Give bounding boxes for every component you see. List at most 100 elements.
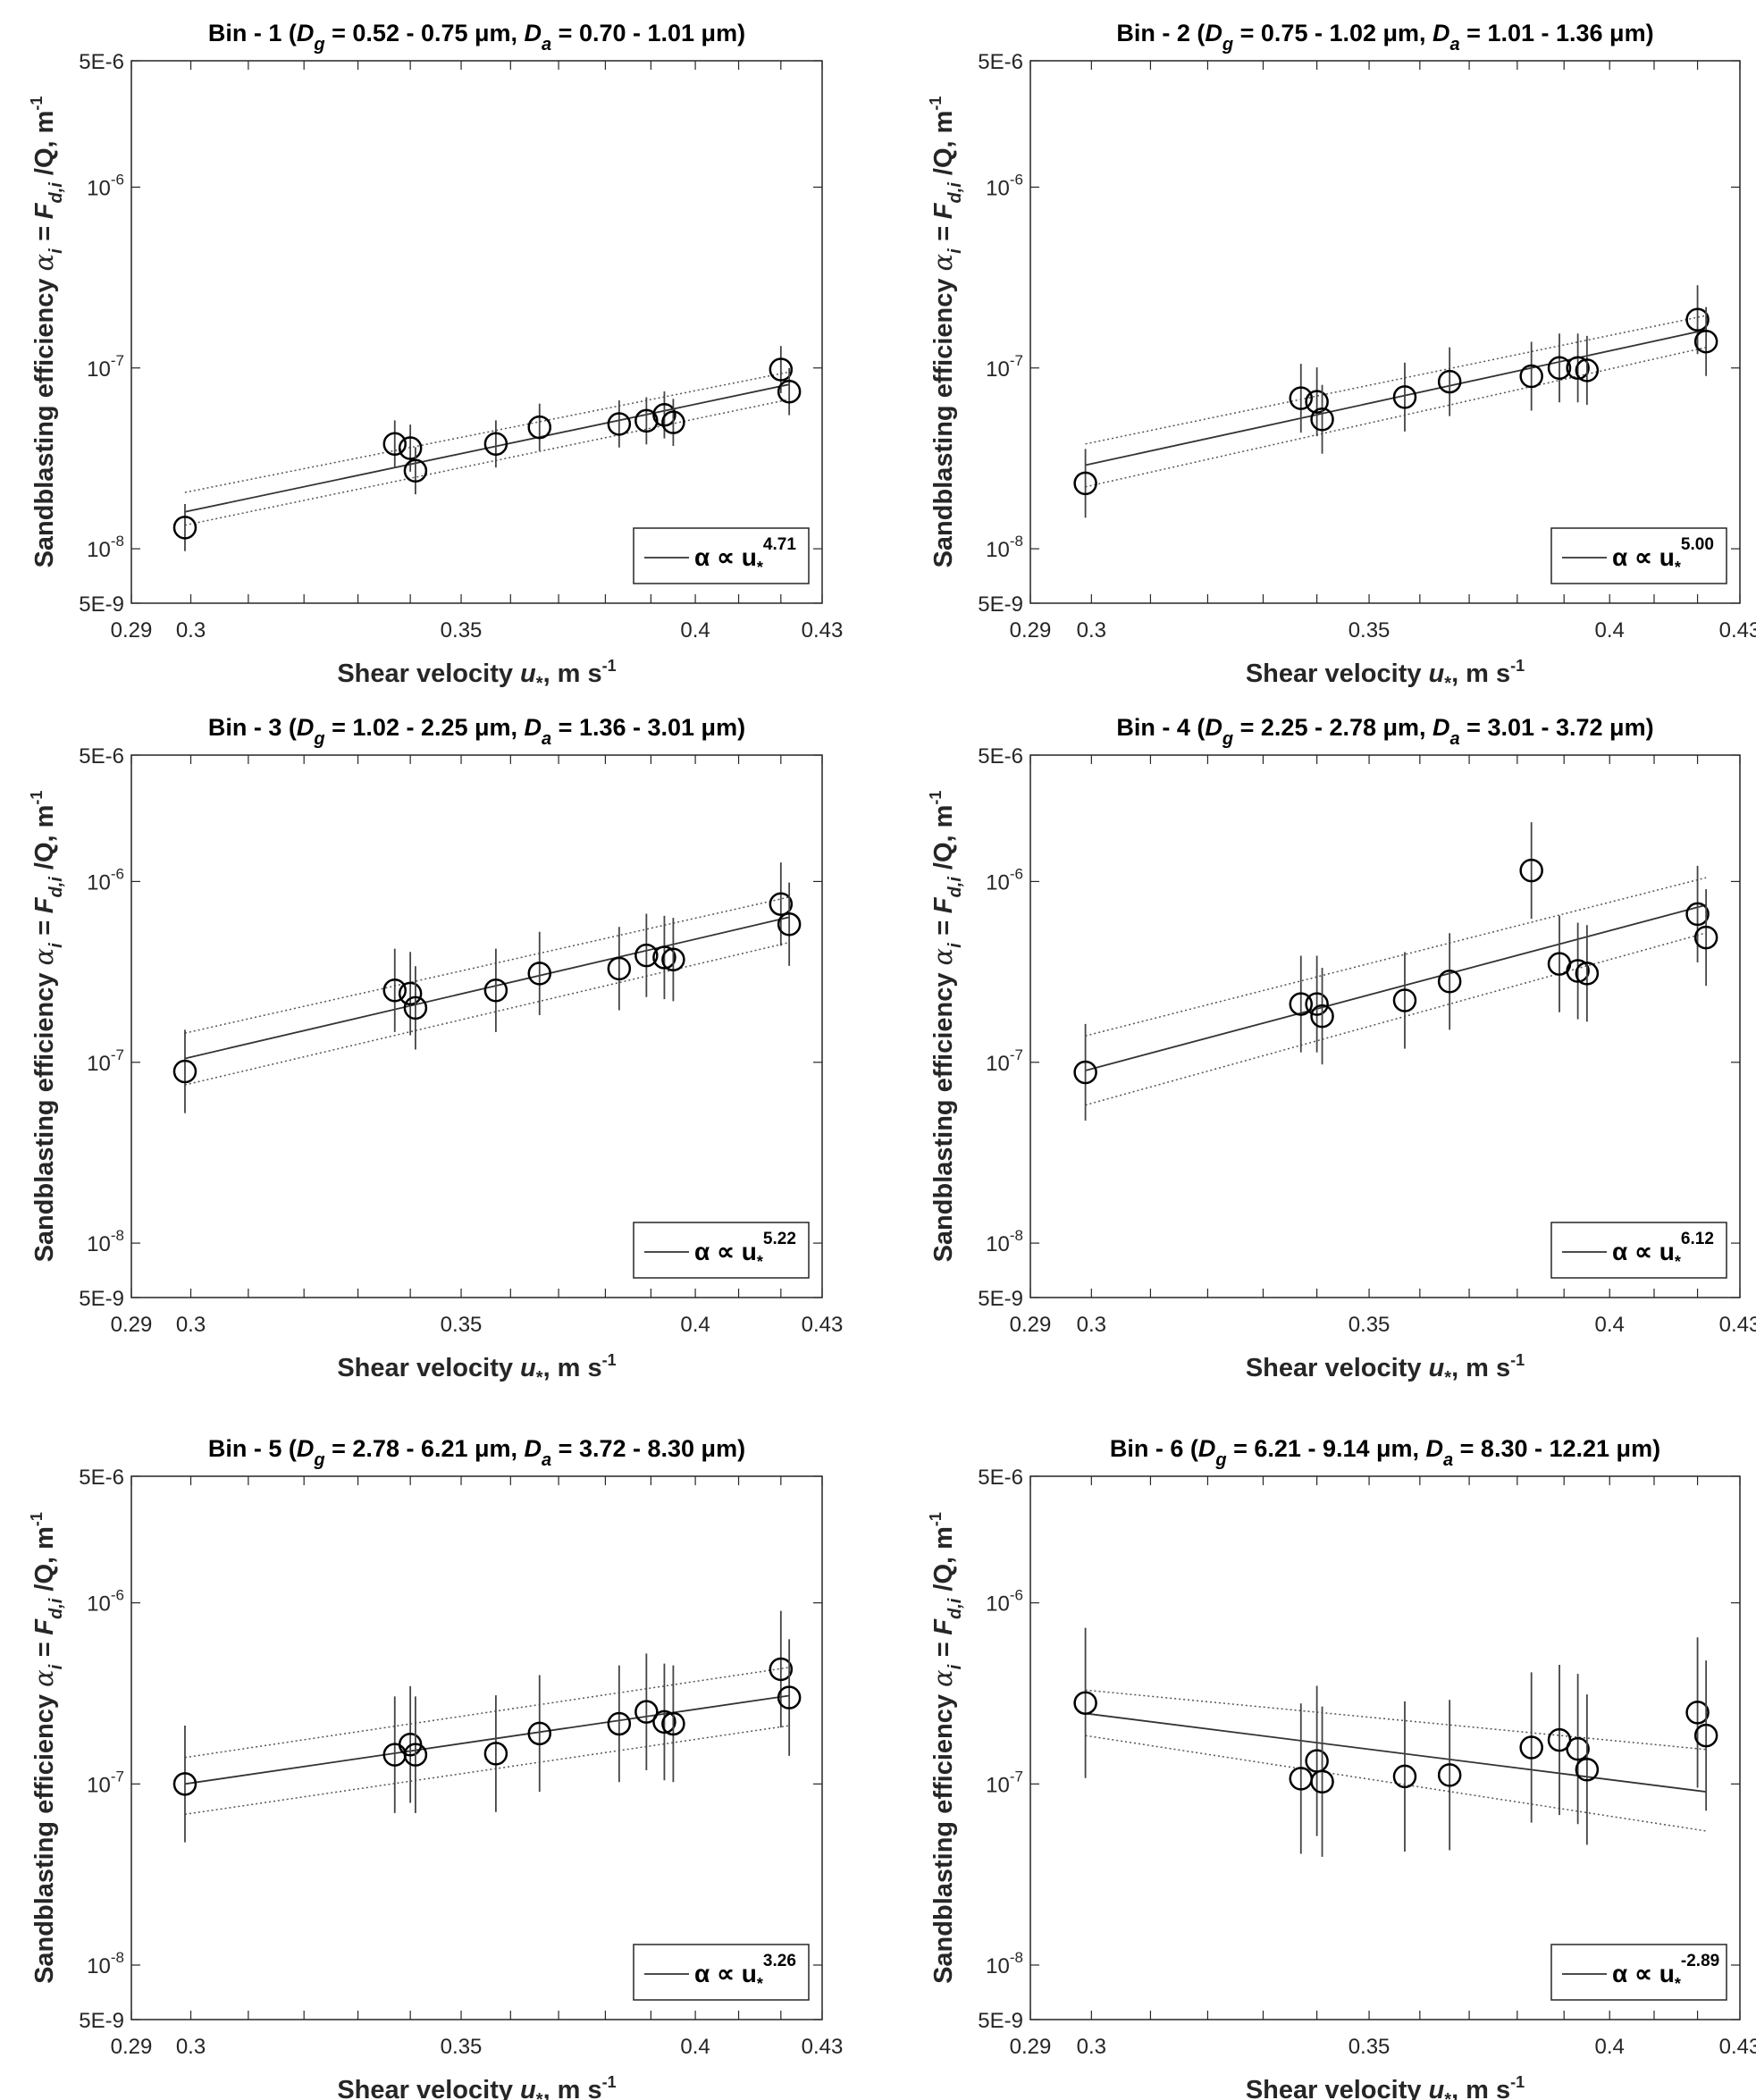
y-tick-label: 10-6 <box>87 865 124 895</box>
y-tick-exp: -8 <box>111 1949 124 1966</box>
y-tick-exp: -8 <box>1010 1227 1023 1244</box>
title-bin: Bin - 5 ( <box>208 1435 297 1462</box>
legend-text: α ∝ u <box>1612 543 1675 571</box>
x-tick-label: 0.4 <box>1595 618 1625 643</box>
x-label-text: Shear velocity <box>1246 659 1429 688</box>
y-label-eq: = F <box>929 202 958 248</box>
axes-box <box>1029 1475 1741 2020</box>
title-unit: μm) <box>702 1435 746 1462</box>
y-label-sub2: d,i <box>945 182 965 204</box>
title-bin: Bin - 6 ( <box>1110 1435 1198 1462</box>
chart-title: Bin - 2 (Dg = 0.75 - 1.02 μm, Da = 1.01 … <box>1116 20 1653 55</box>
y-tick-exp: -6 <box>1010 1587 1023 1604</box>
legend-sub: * <box>1675 559 1681 576</box>
fit-line <box>1085 903 1707 1071</box>
y-label-unit: /Q, m <box>929 111 958 183</box>
y-label-exp: -1 <box>28 97 46 111</box>
y-label-eq: = F <box>30 202 59 248</box>
x-tick-label: 0.35 <box>441 618 483 643</box>
y-tick-base: 10 <box>87 1592 111 1617</box>
y-tick-label: 10-7 <box>986 352 1023 382</box>
x-axis-label: Shear velocity u*, m s-1 <box>337 657 616 693</box>
title-da-symbol: D <box>1426 1435 1444 1462</box>
y-label-sub2: d,i <box>945 1598 965 1619</box>
data-point <box>1392 988 1417 1012</box>
title-da-symbol: D <box>525 1435 542 1462</box>
title-da-range: = 8.30 - 12.21 <box>1453 1435 1616 1462</box>
axes-box <box>1029 754 1741 1298</box>
legend-exponent: 4.71 <box>763 535 796 554</box>
title-dg-sub: g <box>1222 729 1233 749</box>
y-tick-base: 10 <box>87 1232 111 1256</box>
legend-text: α ∝ u <box>694 1960 757 1987</box>
data-point <box>1575 962 1600 986</box>
y-tick-label: 10-6 <box>87 1587 124 1617</box>
y-tick-label: 5E-6 <box>79 744 124 769</box>
data-point <box>1437 1763 1462 1787</box>
ci-lower-line <box>1085 346 1707 488</box>
axes-box <box>1029 60 1741 604</box>
x-axis-label: Shear velocity u*, m s-1 <box>1246 1351 1525 1388</box>
title-dg-range: = 2.78 - 6.21 <box>325 1435 475 1462</box>
x-tick-label: 0.35 <box>1349 1313 1391 1337</box>
data-point <box>634 1700 659 1724</box>
title-bin: Bin - 4 ( <box>1116 714 1205 741</box>
x-tick-label: 0.29 <box>1010 2035 1052 2059</box>
x-tick-label: 0.29 <box>111 618 153 643</box>
data-point <box>1392 385 1417 409</box>
x-tick-label: 0.35 <box>1349 2035 1391 2059</box>
legend-text: α ∝ u <box>1612 1960 1675 1987</box>
data-point <box>607 1711 632 1736</box>
x-label-symbol: u <box>1429 1354 1445 1382</box>
y-label-text: Sandblasting efficiency <box>30 271 59 567</box>
data-point <box>1685 1701 1710 1725</box>
data-point <box>1392 1764 1417 1789</box>
legend-exponent: -2.89 <box>1681 1952 1719 1970</box>
data-point <box>1547 356 1572 381</box>
y-tick-exp: -6 <box>1010 171 1023 188</box>
data-point <box>382 978 407 1003</box>
x-label-symbol: u <box>1429 659 1445 688</box>
y-tick-exp: -6 <box>111 171 124 188</box>
ci-lower-line <box>1085 932 1707 1106</box>
title-da-range: = 3.01 - 3.72 <box>1460 714 1609 741</box>
y-tick-exp: -7 <box>1010 1768 1023 1785</box>
data-point <box>1310 407 1334 432</box>
data-point <box>1685 902 1710 927</box>
title-dg-sub: g <box>313 1450 324 1470</box>
data-point <box>607 956 632 981</box>
y-label-exp: -1 <box>28 1512 46 1526</box>
x-label-unit: , m s <box>543 2076 602 2100</box>
title-da-sub: a <box>1450 729 1460 749</box>
y-tick-exp: -8 <box>1010 533 1023 550</box>
x-tick-label: 0.29 <box>111 1313 153 1337</box>
data-point <box>1519 858 1543 883</box>
legend-text: α ∝ u <box>694 543 757 571</box>
x-label-exp: -1 <box>1510 1351 1525 1369</box>
y-label-eq: = F <box>929 1618 958 1665</box>
subplot-bin-5: Bin - 5 (Dg = 2.78 - 6.21 μm, Da = 3.72 … <box>28 1435 843 2100</box>
y-label-symbol: α <box>928 254 958 272</box>
y-tick-base: 10 <box>986 870 1010 895</box>
y-tick-base: 10 <box>986 1954 1010 1978</box>
title-dg-sub: g <box>1214 1450 1226 1470</box>
data-point <box>1566 959 1590 983</box>
y-axis-label: Sandblasting efficiency αi = Fd,i /Q, m-… <box>28 791 66 1263</box>
chart-title: Bin - 4 (Dg = 2.25 - 2.78 μm, Da = 3.01 … <box>1116 714 1653 749</box>
x-label-text: Shear velocity <box>337 659 520 688</box>
title-da-symbol: D <box>1433 20 1450 46</box>
title-da-sub: a <box>542 35 551 55</box>
y-tick-label: 5E-6 <box>978 1466 1023 1490</box>
y-tick-base: 10 <box>87 1954 111 1978</box>
y-tick-label: 10-7 <box>87 1768 124 1797</box>
y-tick-exp: -6 <box>1010 865 1023 882</box>
data-point <box>1305 992 1329 1016</box>
y-axis-label: Sandblasting efficiency αi = Fd,i /Q, m-… <box>28 1512 66 1984</box>
data-point <box>607 412 632 436</box>
y-tick-exp: -8 <box>1010 1949 1023 1966</box>
x-label-symbol: u <box>1429 2076 1445 2100</box>
data-point <box>1566 1736 1590 1761</box>
y-label-symbol: α <box>928 948 958 966</box>
y-tick-label: 10-6 <box>986 1587 1023 1617</box>
